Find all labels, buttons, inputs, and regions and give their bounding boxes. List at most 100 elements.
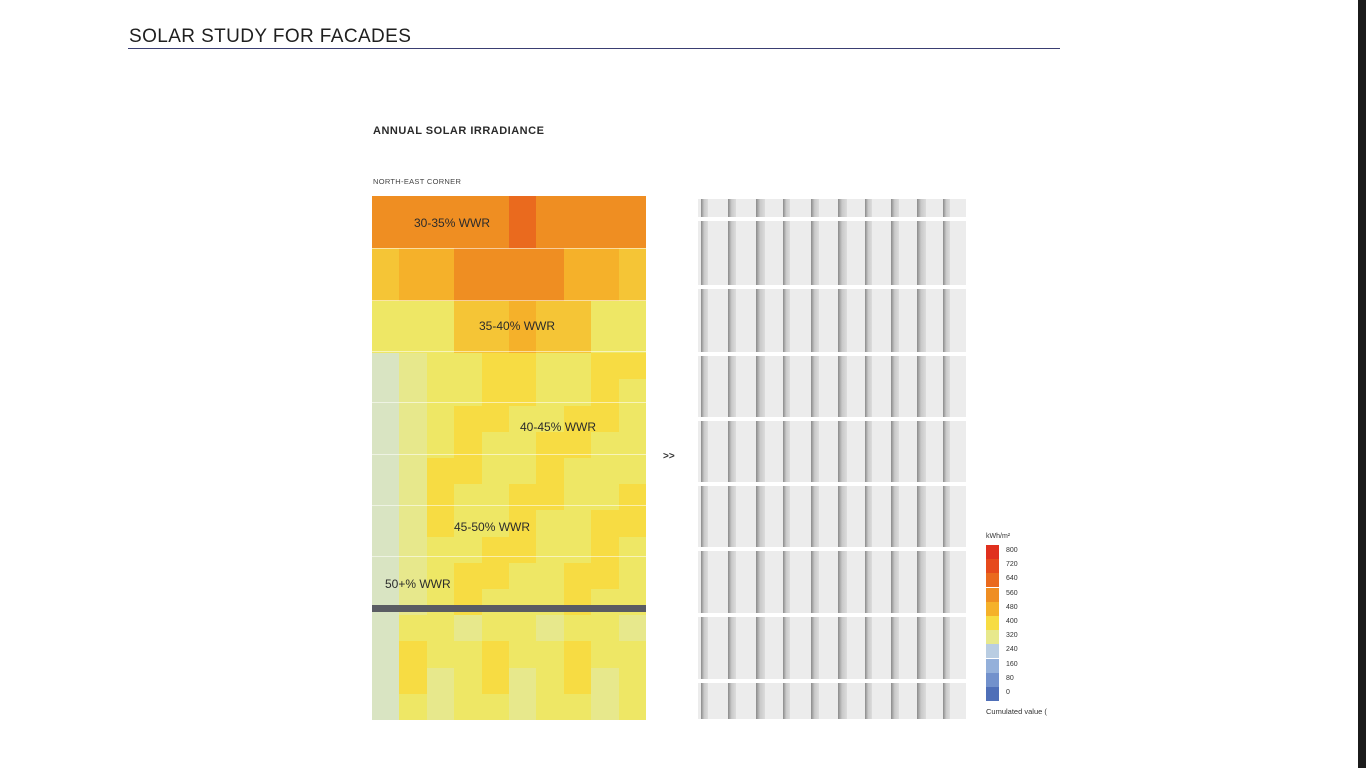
heatmap-cell: [454, 667, 483, 695]
facade-fin: [811, 221, 819, 285]
facade-fin: [943, 221, 950, 285]
section-title: ANNUAL SOLAR IRRADIANCE: [373, 125, 545, 137]
heatmap-cell: [509, 405, 537, 433]
heatmap-cell: [481, 641, 510, 669]
heatmap-cell: [454, 484, 483, 511]
facade-fin: [783, 421, 790, 482]
heatmap-cell: [591, 300, 620, 328]
heatmap-cell: [481, 693, 510, 720]
heatmap-cell: [563, 693, 592, 720]
facade-fin: [865, 551, 872, 613]
heatmap-cell: [509, 693, 537, 720]
heatmap-cell: [481, 536, 510, 564]
heatmap-cell: [563, 353, 592, 380]
heatmap-cell: [591, 353, 620, 380]
heatmap-cell: [481, 196, 510, 223]
heatmap-cell: [536, 196, 565, 223]
page-title: SOLAR STUDY FOR FACADES: [129, 26, 412, 47]
heatmap-cell: [372, 248, 400, 276]
floor-divider: [372, 300, 646, 301]
heatmap-cell: [618, 196, 646, 223]
heatmap-cell: [454, 196, 483, 223]
facade-fin: [917, 617, 926, 679]
heatmap-cell: [618, 274, 646, 302]
heatmap-cell: [563, 405, 592, 433]
legend-swatch: [986, 672, 999, 687]
heatmap-cell: [372, 222, 400, 249]
heatmap-cell: [536, 693, 565, 720]
heatmap-cell: [481, 562, 510, 590]
heatmap-cell: [426, 300, 455, 328]
irradiance-heatmap: [372, 196, 646, 720]
heatmap-cell: [454, 641, 483, 669]
heatmap-cell: [509, 458, 537, 485]
heatmap-cell: [481, 484, 510, 511]
heatmap-cell: [426, 667, 455, 695]
heatmap-cell: [563, 615, 592, 642]
heatmap-cell: [591, 562, 620, 590]
facade-fin: [783, 617, 790, 679]
heatmap-cell: [618, 667, 646, 695]
heatmap-cell: [509, 248, 537, 276]
facade-fin: [756, 617, 765, 679]
floor-divider: [372, 556, 646, 557]
facade-fin: [838, 683, 847, 719]
heatmap-cell: [426, 484, 455, 511]
heatmap-cell: [426, 693, 455, 720]
floor-band: [698, 613, 966, 617]
facade-fin: [701, 486, 708, 547]
heatmap-cell: [454, 405, 483, 433]
facade-fin: [811, 486, 819, 547]
heatmap-cell: [618, 222, 646, 249]
heatmap-cell: [563, 248, 592, 276]
legend-tick: 0: [1006, 689, 1010, 696]
heatmap-cell: [509, 222, 537, 249]
heatmap-cell: [399, 353, 428, 380]
heatmap-cell: [399, 327, 428, 354]
facade-fin: [917, 221, 926, 285]
facade-fin: [917, 683, 926, 719]
facade-fin: [701, 551, 708, 613]
heatmap-cell: [536, 458, 565, 485]
legend-unit: kWh/m²: [986, 533, 1011, 540]
heatmap-cell: [426, 196, 455, 223]
facade-fin: [865, 421, 872, 482]
heatmap-cell: [372, 327, 400, 354]
arrow-indicator: >>: [663, 451, 675, 462]
facade-fin: [701, 289, 708, 352]
facade-fins-render: [698, 195, 966, 719]
heatmap-cell: [372, 379, 400, 407]
heatmap-cell: [399, 196, 428, 223]
legend-tick: 560: [1006, 589, 1018, 597]
legend-swatch: [986, 644, 999, 659]
legend-tick: 800: [1006, 547, 1018, 554]
heatmap-cell: [426, 353, 455, 380]
heatmap-cell: [563, 667, 592, 695]
facade-fin: [838, 356, 847, 417]
heatmap-cell: [618, 562, 646, 590]
floor-band: [698, 547, 966, 551]
heatmap-cell: [618, 379, 646, 407]
floor-band: [698, 217, 966, 221]
heatmap-cell: [536, 274, 565, 302]
heatmap-cell: [563, 274, 592, 302]
facade-fin: [891, 421, 899, 482]
heatmap-cell: [399, 300, 428, 328]
heatmap-cell: [481, 327, 510, 354]
heatmap-cell: [536, 405, 565, 433]
floor-divider: [372, 402, 646, 403]
heatmap-cell: [591, 327, 620, 354]
facade-fin: [811, 551, 819, 613]
heatmap-cell: [618, 248, 646, 276]
heatmap-cell: [454, 458, 483, 485]
heatmap-cell: [618, 536, 646, 564]
heatmap-cell: [618, 327, 646, 354]
heatmap-cell: [454, 274, 483, 302]
wwr-label: 40-45% WWR: [520, 420, 597, 434]
facade-fin: [917, 289, 926, 352]
heatmap-cell: [509, 353, 537, 380]
heatmap-cell: [563, 641, 592, 669]
heatmap-cell: [536, 510, 565, 538]
legend-tick: 400: [1006, 618, 1018, 625]
heatmap-cell: [563, 300, 592, 328]
